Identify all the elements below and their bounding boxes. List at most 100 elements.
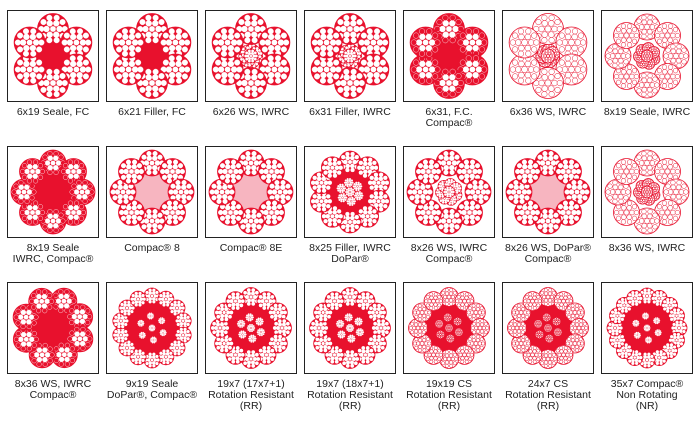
rope-8-strand-compacted-icon: [12, 287, 94, 369]
rope-label-line: 8x19 Seale: [26, 242, 80, 254]
rope-label-line: 6x26 WS, IWRC: [212, 106, 290, 118]
rope-6-strand-iwrc-icon: [304, 10, 396, 102]
rope-label-line: Rotation Resistant: [505, 389, 591, 401]
rope-label: 19x7 (17x7+1) Rotation Resistant (RR): [205, 379, 297, 412]
rope-label-line: (NR): [635, 400, 659, 412]
rope-label: 9x19 Seale DoPar®, Compac®: [106, 379, 198, 401]
rope-6-strand-fiber-core-icon: [112, 13, 192, 99]
rope-8-strand-plastic-icon: [304, 146, 396, 238]
rope-6-strand-fiber-core-icon: [13, 13, 93, 99]
rope-label-line: 9x19 Seale: [125, 378, 179, 390]
rope-6-strand-iwrc-icon: [310, 13, 390, 99]
rope-non-rotating-icon: [606, 287, 688, 369]
rope-label-line: 6x36 WS, IWRC: [509, 106, 587, 118]
rope-8-strand-compacted-icon: [106, 146, 198, 238]
rope-label: 8x19 Seale IWRC, Compac®: [7, 243, 99, 265]
rope-rotation-resistant-icon: [304, 282, 396, 374]
rope-label-line: 8x26 WS, DoPar®: [505, 242, 591, 254]
rope-label-line: 8x36 WS, IWRC: [608, 242, 686, 254]
rope-9-strand-plastic-icon: [112, 287, 192, 369]
rope-label: 6x31, F.C. Compac®: [403, 107, 495, 129]
rope-9-strand-plastic-icon: [106, 282, 198, 374]
rope-tile: 8x19 Seale, IWRC: [601, 10, 693, 118]
rope-6-strand-iwrc-icon: [211, 13, 291, 99]
rope-label-line: Rotation Resistant: [208, 389, 294, 401]
rope-8-strand-compacted-icon: [502, 146, 594, 238]
rope-label-line: DoPar®, Compac®: [106, 389, 198, 401]
rope-8-strand-iwrc-icon: [604, 13, 690, 99]
rope-tile: 19x7 (18x7+1) Rotation Resistant (RR): [304, 282, 396, 412]
rope-8-strand-plastic-icon: [310, 150, 390, 234]
rope-8-strand-compacted-icon: [505, 149, 591, 235]
rope-8-strand-iwrc-icon: [601, 146, 693, 238]
rope-label-line: 8x25 Filler, IWRC: [309, 242, 391, 254]
rope-6-strand-fiber-core-icon: [106, 10, 198, 102]
rope-6-strand-iwrc-icon: [502, 10, 594, 102]
rope-6-strand-compacted-icon: [409, 13, 489, 99]
rope-label: 8x36 WS, IWRC Compac®: [7, 379, 99, 401]
rope-label-line: 24x7 CS: [527, 378, 569, 390]
rope-label-line: DoPar®: [331, 253, 369, 265]
rope-8-strand-compacted-icon: [403, 146, 495, 238]
rope-label-line: Compac®: [524, 253, 572, 265]
rope-rotation-resistant-icon: [210, 287, 292, 369]
rope-tile: 6x31, F.C. Compac®: [403, 10, 495, 129]
rope-label: Compac® 8: [106, 243, 198, 254]
rope-tile: 8x26 WS, DoPar® Compac®: [502, 146, 594, 265]
rope-label: 6x21 Filler, FC: [106, 107, 198, 118]
rope-label-line: Rotation Resistant: [406, 389, 492, 401]
rope-label: 8x26 WS, IWRC Compac®: [403, 243, 495, 265]
rope-tile: 6x21 Filler, FC: [106, 10, 198, 118]
rope-label: 8x26 WS, DoPar® Compac®: [502, 243, 594, 265]
rope-label-line: 19x7 (18x7+1): [316, 378, 384, 390]
rope-rotation-resistant-icon: [507, 287, 589, 369]
rope-tile: 35x7 Compac® Non Rotating (NR): [601, 282, 693, 412]
rope-rotation-resistant-icon: [502, 282, 594, 374]
rope-label-line: (RR): [239, 400, 263, 412]
rope-label-line: IWRC, Compac®: [12, 253, 94, 265]
rope-label-line: Rotation Resistant: [307, 389, 393, 401]
rope-label-line: (RR): [338, 400, 362, 412]
rope-label: 6x19 Seale, FC: [7, 107, 99, 118]
rope-rotation-resistant-icon: [205, 282, 297, 374]
rope-label: 8x19 Seale, IWRC: [601, 107, 693, 118]
rope-label: 35x7 Compac® Non Rotating (NR): [601, 379, 693, 412]
rope-8-strand-compacted-icon: [205, 146, 297, 238]
rope-tile: Compac® 8: [106, 146, 198, 254]
rope-6-strand-iwrc-icon: [205, 10, 297, 102]
rope-label: 24x7 CS Rotation Resistant (RR): [502, 379, 594, 412]
rope-tile: 24x7 CS Rotation Resistant (RR): [502, 282, 594, 412]
rope-label-line: 6x31, F.C.: [425, 106, 473, 118]
rope-label: 8x36 WS, IWRC: [601, 243, 693, 254]
rope-tile: 6x36 WS, IWRC: [502, 10, 594, 118]
rope-label-line: Compac®: [29, 389, 77, 401]
rope-label-line: Compac®: [425, 253, 473, 265]
rope-label: 6x26 WS, IWRC: [205, 107, 297, 118]
rope-label: 19x19 CS Rotation Resistant (RR): [403, 379, 495, 412]
rope-tile: 8x25 Filler, IWRC DoPar®: [304, 146, 396, 265]
rope-rotation-resistant-icon: [309, 287, 391, 369]
rope-tile: 6x31 Filler, IWRC: [304, 10, 396, 118]
rope-label-line: 6x21 Filler, FC: [118, 106, 186, 118]
rope-8-strand-compacted-icon: [7, 282, 99, 374]
rope-8-strand-iwrc-icon: [601, 10, 693, 102]
rope-label: 19x7 (18x7+1) Rotation Resistant (RR): [304, 379, 396, 412]
rope-tile: 9x19 Seale DoPar®, Compac®: [106, 282, 198, 401]
rope-8-strand-compacted-icon: [208, 149, 294, 235]
rope-8-strand-compacted-icon: [7, 146, 99, 238]
rope-label-line: Compac®: [425, 117, 473, 129]
rope-label-line: (RR): [536, 400, 560, 412]
rope-label-line: 8x26 WS, IWRC: [410, 242, 488, 254]
rope-non-rotating-icon: [601, 282, 693, 374]
rope-8-strand-compacted-icon: [10, 149, 96, 235]
rope-label-line: 8x19 Seale, IWRC: [603, 106, 691, 118]
rope-tile: 8x26 WS, IWRC Compac®: [403, 146, 495, 265]
rope-8-strand-compacted-icon: [406, 149, 492, 235]
rope-8-strand-compacted-icon: [109, 149, 195, 235]
rope-6-strand-iwrc-icon: [508, 13, 588, 99]
rope-tile: 8x36 WS, IWRC: [601, 146, 693, 254]
rope-rotation-resistant-icon: [403, 282, 495, 374]
rope-tile: 8x36 WS, IWRC Compac®: [7, 282, 99, 401]
rope-tile: Compac® 8E: [205, 146, 297, 254]
rope-label-line: 19x19 CS: [425, 378, 473, 390]
